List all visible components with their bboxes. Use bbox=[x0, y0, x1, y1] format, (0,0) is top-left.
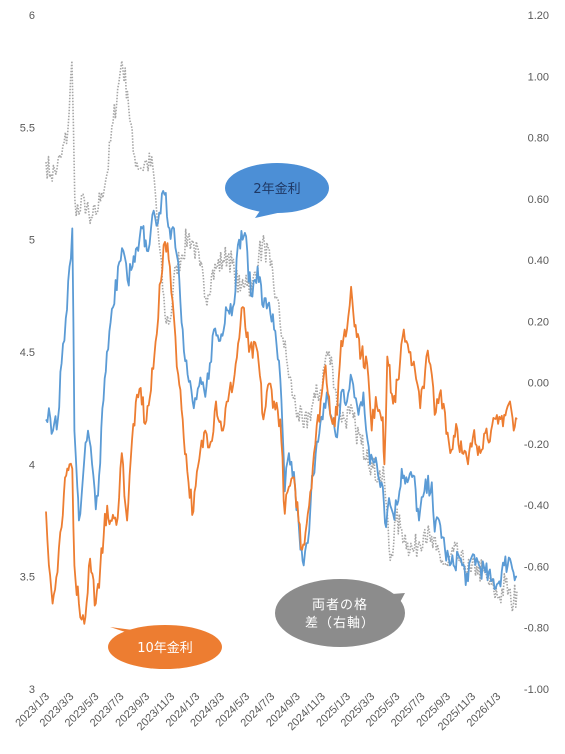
left-tick-label: 6 bbox=[29, 10, 35, 22]
left-tick-label: 4.5 bbox=[20, 347, 35, 359]
right-tick-label: 0.60 bbox=[528, 194, 549, 206]
right-tick-label: -1.00 bbox=[524, 684, 549, 696]
series-line-ten-year bbox=[45, 240, 518, 625]
right-tick-label: -0.20 bbox=[524, 439, 549, 451]
right-tick-label: 0.80 bbox=[528, 133, 549, 145]
series-layer bbox=[45, 60, 518, 625]
left-tick-label: 3.5 bbox=[20, 572, 35, 584]
callout-text: 10年金利 bbox=[137, 640, 193, 656]
callout-bubble bbox=[275, 579, 405, 647]
right-tick-label: -0.60 bbox=[524, 561, 549, 573]
left-axis-ticks: 3 3.5 4 4.5 5 5.5 6 bbox=[20, 10, 35, 696]
left-tick-label: 5 bbox=[29, 235, 35, 247]
right-tick-label: -0.40 bbox=[524, 500, 549, 512]
right-tick-label: -0.80 bbox=[524, 623, 549, 635]
series-line-spread bbox=[45, 60, 518, 613]
right-tick-label: 0.20 bbox=[528, 316, 549, 328]
x-axis-ticks: 2023/1/32023/3/32023/5/32023/7/32023/9/3… bbox=[13, 691, 503, 734]
right-tick-label: 0.40 bbox=[528, 255, 549, 267]
right-tick-label: 0.00 bbox=[528, 378, 549, 390]
left-tick-label: 3 bbox=[29, 684, 35, 696]
callout-text: 差（右軸） bbox=[305, 616, 375, 631]
right-tick-label: 1.00 bbox=[528, 71, 549, 83]
left-tick-label: 5.5 bbox=[20, 122, 35, 134]
callout-text: 2年金利 bbox=[253, 181, 300, 197]
callout-bubble bbox=[225, 163, 329, 213]
callout-text: 両者の格 bbox=[312, 597, 368, 613]
callout-bubble bbox=[108, 625, 222, 669]
right-axis-ticks: -1.00 -0.80 -0.60 -0.40 -0.20 0.00 0.20 0.40 0.6… bbox=[524, 10, 549, 696]
series-line-two-year bbox=[45, 189, 518, 590]
callout-ten-year: 10年金利 bbox=[108, 625, 222, 669]
left-tick-label: 4 bbox=[29, 459, 35, 471]
right-tick-label: 1.20 bbox=[528, 10, 549, 22]
callout-two-year: 2年金利 bbox=[225, 163, 329, 218]
